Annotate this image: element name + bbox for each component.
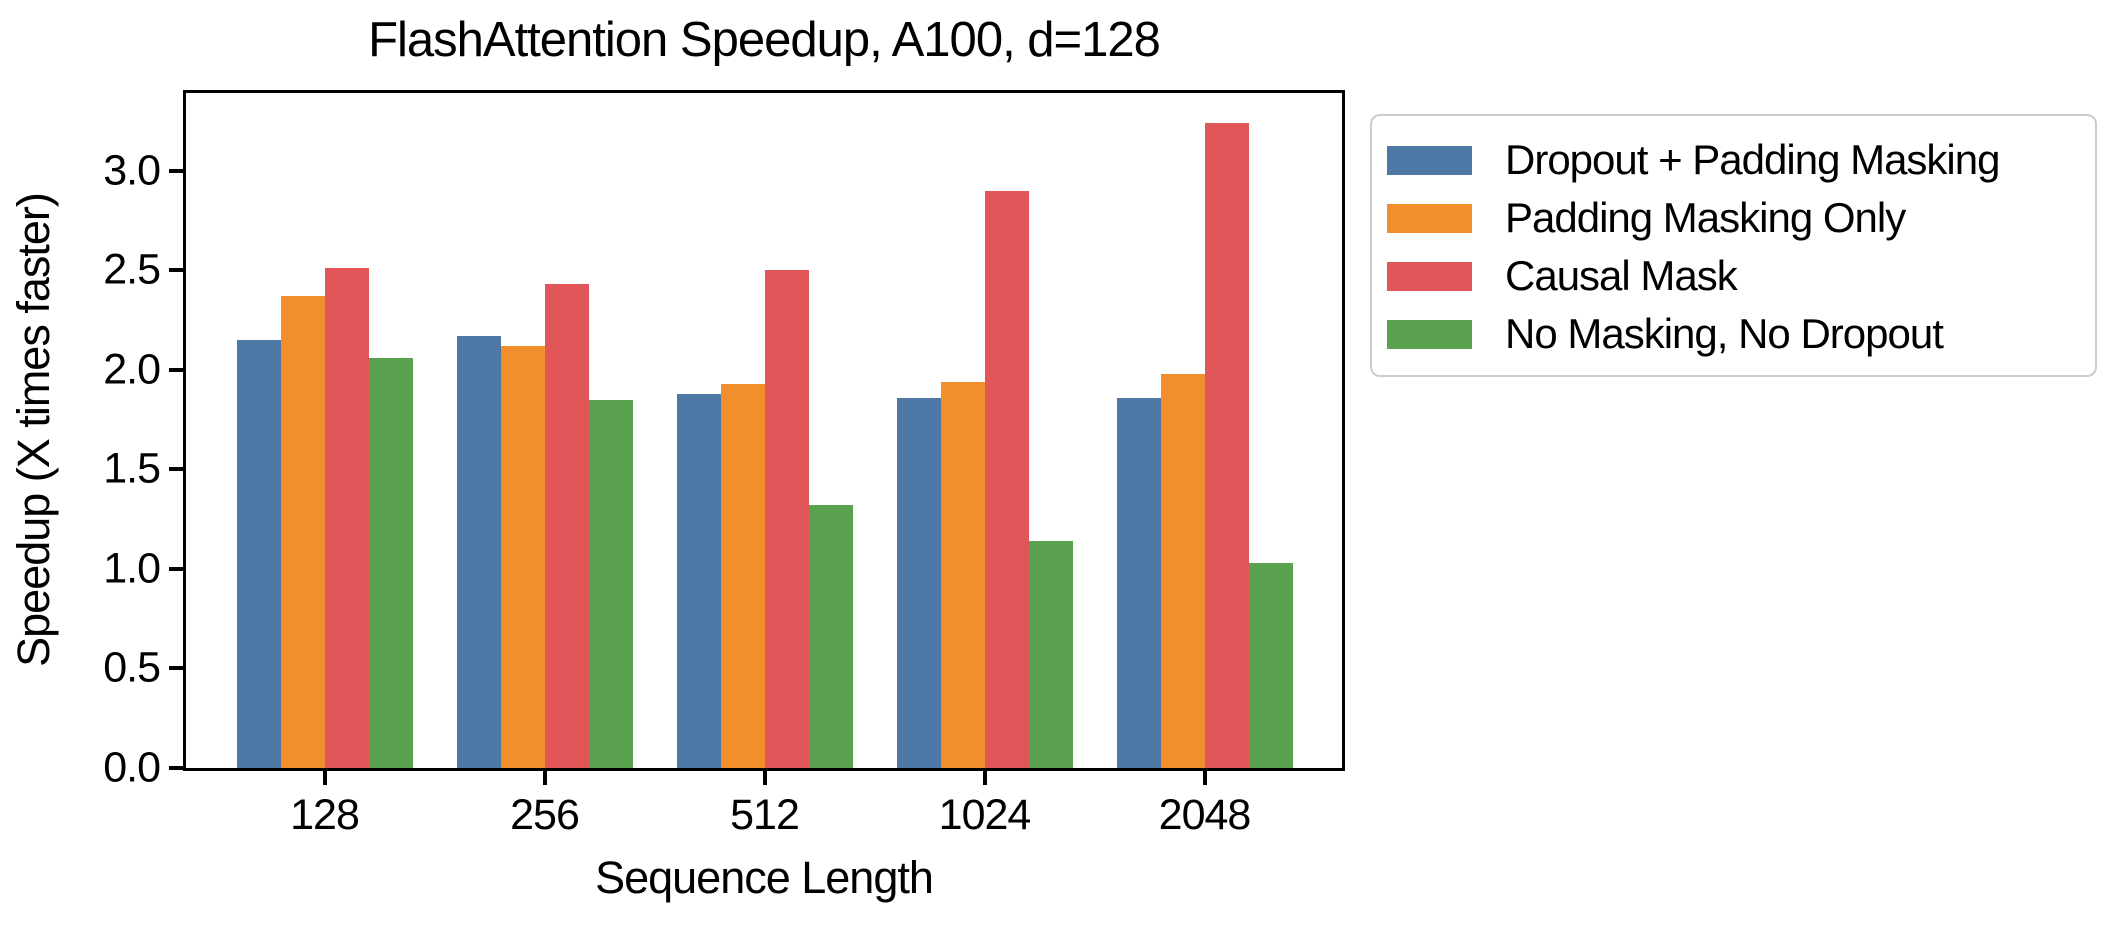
legend-label-causal-mask: Causal Mask xyxy=(1505,252,1738,299)
ytick-label-1.5: 1.5 xyxy=(103,444,161,493)
bar-no-masking-no-dropout-1024 xyxy=(1028,541,1073,768)
xtick-label-256: 256 xyxy=(510,791,580,839)
bar-padding-masking-only-1024 xyxy=(940,381,985,768)
xtick-label-2048: 2048 xyxy=(1158,791,1252,839)
legend-swatch-dropout-padding-masking xyxy=(1387,145,1472,175)
ytick-label-2.5: 2.5 xyxy=(103,245,161,294)
xtick-mark-256 xyxy=(542,771,547,785)
legend-item-no-masking-no-dropout: No Masking, No Dropout xyxy=(1387,305,2095,363)
legend-item-causal-mask: Causal Mask xyxy=(1387,247,2095,305)
ytick-label-0.0: 0.0 xyxy=(103,743,161,792)
ytick-mark-2.0 xyxy=(169,367,183,372)
xtick-label-1024: 1024 xyxy=(938,791,1032,839)
legend-swatch-causal-mask xyxy=(1387,261,1472,291)
bar-causal-mask-2048 xyxy=(1204,122,1249,768)
legend-swatch-padding-masking-only xyxy=(1387,203,1472,233)
bar-no-masking-no-dropout-2048 xyxy=(1248,562,1293,768)
ytick-mark-0.0 xyxy=(169,766,183,770)
bar-causal-mask-512 xyxy=(764,270,809,768)
ytick-mark-1.5 xyxy=(169,467,183,472)
xtick-mark-1024 xyxy=(982,771,987,785)
x-axis-label: Sequence Length xyxy=(595,852,934,903)
xtick-mark-512 xyxy=(762,771,767,785)
ytick-mark-0.5 xyxy=(169,666,183,671)
legend-item-padding-masking-only: Padding Masking Only xyxy=(1387,189,2095,247)
xtick-label-512: 512 xyxy=(730,791,800,839)
legend-label-padding-masking-only: Padding Masking Only xyxy=(1505,194,1906,241)
bar-causal-mask-1024 xyxy=(984,190,1029,768)
legend-swatch-no-masking-no-dropout xyxy=(1387,319,1472,349)
bar-causal-mask-128 xyxy=(324,268,369,768)
bar-padding-masking-only-2048 xyxy=(1160,373,1205,768)
ytick-mark-3.0 xyxy=(169,168,183,173)
ytick-label-3.0: 3.0 xyxy=(103,146,161,195)
bar-padding-masking-only-256 xyxy=(500,345,545,768)
chart-title: FlashAttention Speedup, A100, d=128 xyxy=(368,13,1161,67)
y-axis-label: Speedup (X times faster) xyxy=(8,193,59,667)
bar-dropout-padding-masking-256 xyxy=(456,335,501,768)
bar-dropout-padding-masking-2048 xyxy=(1116,397,1161,768)
legend: Dropout + Padding Masking Padding Masking… xyxy=(1370,114,2097,377)
xtick-label-128: 128 xyxy=(290,791,360,839)
ytick-label-0.5: 0.5 xyxy=(103,643,161,692)
bar-dropout-padding-masking-1024 xyxy=(896,397,941,768)
bar-no-masking-no-dropout-256 xyxy=(588,399,633,768)
plot-area: 0.0 0.5 1.0 1.5 2.0 2.5 3.0 128 256 512 1024 2048 xyxy=(103,90,1345,837)
bar-no-masking-no-dropout-128 xyxy=(368,357,413,768)
xtick-mark-2048 xyxy=(1202,771,1207,785)
ytick-mark-2.5 xyxy=(169,268,183,273)
bar-dropout-padding-masking-512 xyxy=(676,393,721,768)
bar-causal-mask-256 xyxy=(544,284,589,768)
bar-padding-masking-only-512 xyxy=(720,383,765,768)
ytick-label-2.0: 2.0 xyxy=(103,345,161,394)
legend-label-no-masking-no-dropout: No Masking, No Dropout xyxy=(1505,310,1944,357)
bar-dropout-padding-masking-128 xyxy=(236,339,281,768)
legend-label-dropout-padding-masking: Dropout + Padding Masking xyxy=(1505,136,2000,183)
ytick-label-1.0: 1.0 xyxy=(103,544,161,593)
bar-no-masking-no-dropout-512 xyxy=(808,505,853,768)
xtick-mark-128 xyxy=(322,771,327,785)
bar-padding-masking-only-128 xyxy=(280,296,325,768)
legend-item-dropout-padding-masking: Dropout + Padding Masking xyxy=(1387,131,2095,189)
ytick-mark-1.0 xyxy=(169,566,183,571)
